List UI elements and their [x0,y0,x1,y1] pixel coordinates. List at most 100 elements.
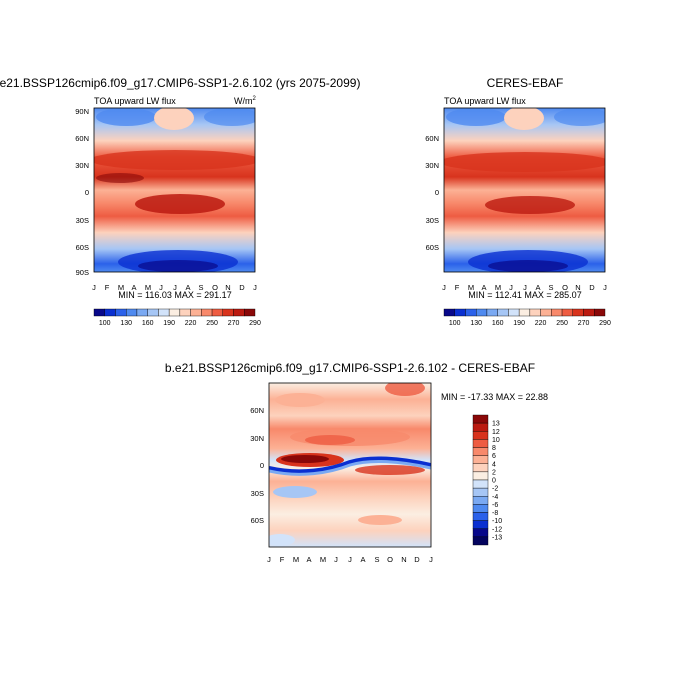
xtick: A [306,555,311,564]
xtick: J [523,283,527,292]
colorbar-swatch [115,308,127,317]
xtick: D [589,283,595,292]
ytick: 0 [435,188,439,197]
colorbar-swatch [472,528,489,538]
colorbar-label: 250 [556,320,568,327]
ytick: 30S [251,489,264,498]
ytick: 30N [250,434,264,443]
panel-model-units: W/m2 [234,96,257,106]
colorbar-label: 130 [120,320,132,327]
colorbar-label: 290 [249,320,261,327]
panel-diff-yticks: 60N 30N 0 30S 60S [250,406,264,525]
xtick: S [374,555,379,564]
xtick: A [360,555,365,564]
ytick: 60S [251,516,264,525]
panel-model-xticks: J F M A M J J A S O N D J [92,283,257,292]
ytick: 30S [426,216,439,225]
colorbar-label: 6 [492,453,496,460]
panel-obs-colorbar: 100 130 160 190 220 250 270 290 [443,308,611,327]
xtick: D [414,555,420,564]
xtick: O [562,283,568,292]
colorbar-swatch [443,308,455,317]
colorbar-swatch [594,308,606,317]
xtick: O [212,283,218,292]
colorbar-label: 0 [492,478,496,485]
xtick: J [603,283,607,292]
colorbar-swatch [472,422,489,432]
colorbar-swatch [472,504,489,513]
xtick: J [429,555,433,564]
xtick: N [225,283,230,292]
colorbar-swatch [222,308,234,317]
colorbar-label: 270 [228,320,240,327]
xtick: F [105,283,110,292]
colorbar-swatch [472,463,489,473]
ytick: 90S [76,268,89,277]
xtick: J [509,283,513,292]
xtick: F [455,283,460,292]
colorbar-swatch [472,512,489,521]
xtick: S [198,283,203,292]
colorbar-label: -4 [492,494,498,501]
colorbar-swatch [190,308,202,317]
colorbar-swatch [472,447,489,456]
ytick: 60S [76,243,89,252]
colorbar-swatch [168,308,181,317]
colorbar-swatch [508,308,520,317]
xtick: J [348,555,352,564]
xtick: M [320,555,326,564]
colorbar-label: 2 [492,469,496,476]
xtick: O [387,555,393,564]
colorbar-swatch [179,308,191,317]
colorbar-swatch [136,308,148,317]
colorbar-swatch [93,308,105,317]
xtick: J [159,283,163,292]
ytick: 90N [75,107,89,116]
panel-model-yticks: 90N 60N 30N 0 30S 60S 90S [75,107,89,277]
colorbar-swatch [472,455,489,464]
colorbar-swatch [104,308,116,317]
colorbar-swatch [472,487,489,497]
xtick: D [239,283,245,292]
colorbar-swatch [472,479,489,489]
colorbar-swatch [125,308,138,317]
colorbar-label: 290 [599,320,611,327]
xtick: M [145,283,151,292]
xtick: J [334,555,338,564]
colorbar-label: 13 [492,421,500,428]
panel-model-field [94,108,255,272]
panel-obs-title: CERES-EBAF [487,76,564,90]
colorbar-swatch [561,308,573,317]
colorbar-swatch [472,536,489,546]
panel-diff-stats: MIN = -17.33 MAX = 22.88 [441,392,548,402]
colorbar-swatch [244,308,256,317]
colorbar-label: -12 [492,526,502,533]
colorbar-swatch [233,308,245,317]
colorbar-label: 100 [99,320,111,327]
xtick: M [293,555,299,564]
colorbar-swatch [201,308,213,317]
panel-model: b.e21.BSSP126cmip6.f09_g17.CMIP6-SSP1-2.… [0,76,360,327]
colorbar-label: 190 [163,320,175,327]
panel-obs-subtitle: TOA upward LW flux [444,96,526,106]
ytick: 30N [425,161,439,170]
colorbar-swatch [551,308,563,317]
colorbar-swatch [540,308,552,317]
colorbar-swatch [472,431,489,440]
colorbar-swatch [497,308,509,317]
panel-model-stats: MIN = 116.03 MAX = 291.17 [118,290,231,300]
panel-model-title: b.e21.BSSP126cmip6.f09_g17.CMIP6-SSP1-2.… [0,76,360,90]
xtick: N [401,555,406,564]
colorbar-swatch [211,308,223,317]
panel-obs: CERES-EBAF TOA upward LW flux 60N 30N 0 … [425,76,611,327]
panel-obs-stats: MIN = 112.41 MAX = 285.07 [468,290,581,300]
ytick: 30S [76,216,89,225]
xtick: M [495,283,501,292]
colorbar-swatch [518,308,531,317]
colorbar-label: 4 [492,461,496,468]
colorbar-label: 10 [492,437,500,444]
colorbar-label: -2 [492,486,498,493]
ytick: 60N [75,134,89,143]
colorbar-swatch [572,308,584,317]
